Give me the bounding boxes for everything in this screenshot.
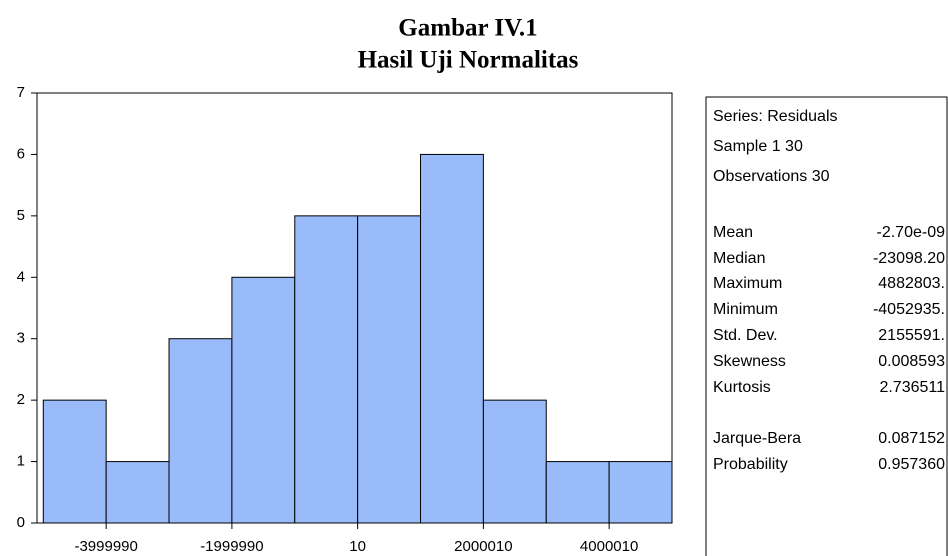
bar — [545, 461, 610, 524]
chart-subtitle: Hasil Uji Normalitas — [358, 47, 579, 74]
stats-label: Jarque-Bera — [713, 430, 801, 447]
stats-label: Median — [713, 250, 765, 267]
bar — [294, 215, 359, 524]
stats-label: Mean — [713, 224, 753, 241]
y-tick-label: 1 — [17, 453, 25, 470]
stats-value: 4882803. — [878, 275, 945, 292]
stats-header: Series: Residuals — [713, 108, 838, 125]
stats-label: Maximum — [713, 275, 782, 292]
stats-box — [705, 96, 948, 556]
x-tick-label: 4000010 — [580, 538, 638, 555]
x-tick-label: 10 — [349, 538, 366, 555]
x-tick-label: -1999990 — [200, 538, 263, 555]
bar — [608, 461, 673, 524]
bar — [231, 276, 296, 524]
y-tick-label: 3 — [17, 330, 25, 347]
stats-value: 0.957360 — [878, 456, 945, 473]
bar — [105, 461, 170, 524]
bar — [168, 338, 233, 524]
stats-value: 0.087152 — [878, 430, 945, 447]
y-tick-label: 4 — [17, 268, 25, 285]
stats-value: -2.70e-09 — [877, 224, 946, 241]
y-tick-label: 7 — [17, 84, 25, 101]
stats-value: 0.008593 — [878, 353, 945, 370]
y-tick-label: 5 — [17, 207, 25, 224]
stats-label: Skewness — [713, 353, 786, 370]
bar — [482, 399, 547, 524]
y-tick-label: 6 — [17, 145, 25, 162]
stats-header: Sample 1 30 — [713, 138, 803, 155]
chart-title: Gambar IV.1 — [398, 15, 537, 42]
stats-value: 2.736511 — [879, 379, 945, 396]
stats-label: Std. Dev. — [713, 327, 778, 344]
y-tick-label: 2 — [17, 391, 25, 408]
stats-label: Probability — [713, 456, 788, 473]
bar — [42, 399, 107, 524]
stats-label: Kurtosis — [713, 379, 771, 396]
stats-value: -4052935. — [873, 301, 945, 318]
stats-value: -23098.20 — [873, 250, 945, 267]
x-tick-label: 2000010 — [454, 538, 512, 555]
bar — [357, 215, 422, 524]
stats-value: 2155591. — [878, 327, 945, 344]
x-tick-label: -3999990 — [74, 538, 137, 555]
stats-header: Observations 30 — [713, 168, 830, 185]
bar — [420, 153, 484, 524]
stats-label: Minimum — [713, 301, 778, 318]
y-tick-label: 0 — [17, 514, 25, 531]
